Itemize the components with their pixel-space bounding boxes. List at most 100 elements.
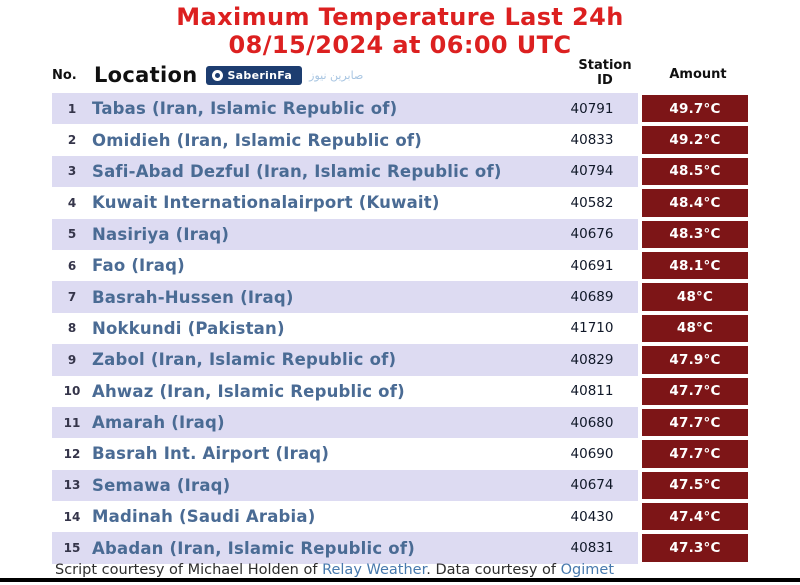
row-number: 1 (67, 101, 77, 116)
row-station-id: 40794 (570, 163, 614, 180)
row-band: 1 Tabas (Iran, Islamic Republic of) 4079… (52, 93, 638, 125)
row-amount: 49.7°C (642, 93, 748, 125)
row-station-id: 40430 (570, 508, 614, 525)
row-band: 11 Amarah (Iraq) 40680 (52, 406, 638, 439)
table-row: 9 Zabol (Iran, Islamic Republic of) 4082… (52, 344, 752, 376)
header-station-line2: ID (597, 73, 613, 88)
row-station-id: 40691 (570, 257, 614, 274)
header-station-line1: Station (578, 58, 632, 73)
row-station-id: 40680 (570, 414, 614, 431)
row-location: Abadan (Iran, Islamic Republic of) (92, 538, 415, 558)
row-number: 10 (63, 384, 81, 399)
row-band: 15 Abadan (Iran, Islamic Republic of) 40… (52, 532, 638, 564)
row-band: 7 Basrah-Hussen (Iraq) 40689 (52, 281, 638, 313)
row-location: Madinah (Saudi Arabia) (92, 507, 316, 527)
row-amount: 47.7°C (642, 438, 748, 470)
row-number: 15 (63, 541, 81, 556)
footer-credits: Script courtesy of Michael Holden of Rel… (55, 562, 614, 578)
row-amount: 48°C (642, 281, 748, 313)
table-row: 8 Nokkundi (Pakistan) 41710 48°C (52, 312, 752, 345)
saberinfa-badge: SaberinFa (206, 65, 303, 85)
row-amount: 48.5°C (642, 155, 748, 188)
header-location: Location (94, 63, 198, 87)
temperature-table: 1 Tabas (Iran, Islamic Republic of) 4079… (52, 93, 752, 564)
row-amount: 47.5°C (642, 469, 748, 502)
row-amount: 47.7°C (642, 375, 748, 407)
row-number: 7 (67, 290, 77, 305)
row-number: 12 (63, 446, 81, 461)
row-station-id: 41710 (570, 320, 614, 337)
row-band: 4 Kuwait Internationalairport (Kuwait) 4… (52, 187, 638, 218)
table-row: 6 Fao (Iraq) 40691 48.1°C (52, 249, 752, 282)
row-station-id: 40831 (570, 540, 614, 557)
row-location: Semawa (Iraq) (92, 475, 231, 495)
row-band: 13 Semawa (Iraq) 40674 (52, 469, 638, 502)
row-number: 9 (67, 352, 77, 367)
row-number: 13 (63, 478, 81, 493)
row-amount: 48.4°C (642, 187, 748, 219)
relay-weather-link[interactable]: Relay Weather (322, 562, 427, 578)
table-row: 7 Basrah-Hussen (Iraq) 40689 48°C (52, 281, 752, 313)
table-row: 5 Nasiriya (Iraq) 40676 48.3°C (52, 218, 752, 250)
row-number: 6 (67, 258, 77, 273)
header-no: No. (52, 67, 77, 83)
row-station-id: 40676 (570, 226, 614, 243)
row-location: Omidieh (Iran, Islamic Republic of) (92, 130, 423, 150)
row-amount: 47.3°C (642, 532, 748, 564)
title-line1: Maximum Temperature Last 24h (176, 3, 624, 31)
row-station-id: 40674 (570, 477, 614, 494)
row-band: 2 Omidieh (Iran, Islamic Republic of) 40… (52, 124, 638, 155)
header-station-id: Station ID (560, 58, 650, 88)
footer-prefix: Script courtesy of Michael Holden of (55, 562, 323, 578)
bottom-border-line (0, 578, 800, 582)
badge-side-text: صابرین نیوز (309, 68, 364, 82)
table-row: 11 Amarah (Iraq) 40680 47.7°C (52, 406, 752, 439)
row-number: 3 (67, 164, 77, 179)
row-location: Nokkundi (Pakistan) (92, 318, 285, 338)
row-amount: 48.3°C (642, 218, 748, 250)
row-amount: 49.2°C (642, 124, 748, 156)
row-amount: 48.1°C (642, 249, 748, 282)
row-band: 14 Madinah (Saudi Arabia) 40430 (52, 501, 638, 532)
table-row: 15 Abadan (Iran, Islamic Republic of) 40… (52, 532, 752, 564)
ogimet-link[interactable]: Ogimet (560, 562, 615, 578)
row-amount: 47.9°C (642, 344, 748, 376)
circle-dot-icon (212, 69, 224, 81)
row-location: Kuwait Internationalairport (Kuwait) (92, 193, 440, 213)
row-number: 14 (63, 509, 81, 524)
table-row: 14 Madinah (Saudi Arabia) 40430 47.4°C (52, 501, 752, 533)
table-row: 12 Basrah Int. Airport (Iraq) 40690 47.7… (52, 438, 752, 470)
row-location: Zabol (Iran, Islamic Republic of) (92, 350, 397, 370)
row-location: Fao (Iraq) (92, 256, 185, 276)
table-row: 10 Ahwaz (Iran, Islamic Republic of) 408… (52, 375, 752, 407)
row-station-id: 40833 (570, 132, 614, 149)
row-location: Safi-Abad Dezful (Iran, Islamic Republic… (92, 161, 502, 181)
row-amount: 48°C (642, 312, 748, 345)
row-number: 5 (67, 227, 77, 242)
row-band: 6 Fao (Iraq) 40691 (52, 250, 638, 281)
row-amount: 47.7°C (642, 406, 748, 439)
table-row: 3 Safi-Abad Dezful (Iran, Islamic Republ… (52, 155, 752, 188)
table-row: 13 Semawa (Iraq) 40674 47.5°C (52, 469, 752, 502)
row-station-id: 40690 (570, 445, 614, 462)
row-location: Amarah (Iraq) (92, 413, 225, 433)
row-amount: 47.4°C (642, 501, 748, 533)
row-station-id: 40689 (570, 289, 614, 306)
row-station-id: 40582 (570, 194, 614, 211)
table-row: 2 Omidieh (Iran, Islamic Republic of) 40… (52, 124, 752, 156)
row-number: 4 (67, 195, 77, 210)
table-row: 4 Kuwait Internationalairport (Kuwait) 4… (52, 187, 752, 219)
row-location: Basrah Int. Airport (Iraq) (92, 444, 330, 464)
row-band: 3 Safi-Abad Dezful (Iran, Islamic Republ… (52, 155, 638, 188)
title-line2: 08/15/2024 at 06:00 UTC (228, 31, 572, 59)
row-band: 9 Zabol (Iran, Islamic Republic of) 4082… (52, 344, 638, 376)
page-title: Maximum Temperature Last 24h 08/15/2024 … (0, 3, 800, 59)
row-band: 5 Nasiriya (Iraq) 40676 (52, 218, 638, 250)
row-location: Tabas (Iran, Islamic Republic of) (92, 99, 398, 119)
row-band: 12 Basrah Int. Airport (Iraq) 40690 (52, 438, 638, 469)
row-band: 8 Nokkundi (Pakistan) 41710 (52, 313, 638, 344)
row-number: 11 (63, 415, 81, 430)
row-number: 8 (67, 321, 77, 336)
row-station-id: 40811 (570, 383, 614, 400)
